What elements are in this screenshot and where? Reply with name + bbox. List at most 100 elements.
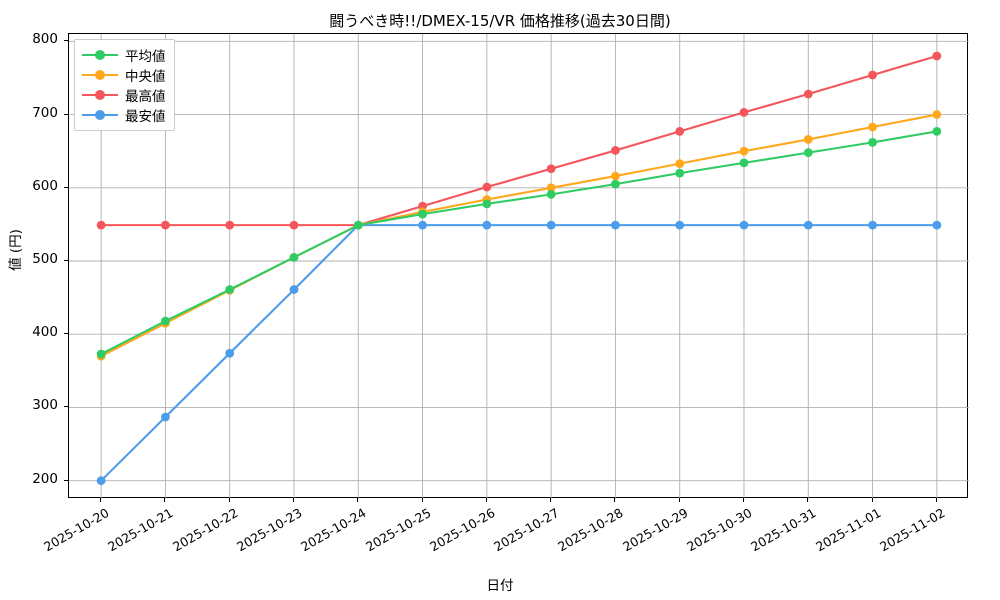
x-tick-mark [678,498,680,502]
x-tick-mark [421,498,423,502]
data-point-marker [96,349,106,359]
plot-area [68,33,969,499]
x-tick-mark [871,498,873,502]
series-line [100,130,938,356]
y-tick-mark [64,113,68,115]
data-point-marker [675,159,685,169]
data-point-marker [289,220,299,230]
legend-item[interactable]: 中央値 [82,65,166,85]
data-point-marker [803,220,813,230]
y-tick-mark [64,406,68,408]
data-point-marker [225,285,235,294]
legend-item[interactable]: 最高値 [82,85,166,105]
data-point-marker [868,137,877,147]
legend-dot-icon [95,90,105,100]
y-tick-label: 600 [32,177,58,194]
x-tick-mark [228,498,230,502]
data-point-marker [546,220,556,230]
data-point-marker [225,220,235,230]
data-point-marker [161,316,170,326]
legend-dot-icon [95,110,105,120]
x-axis-label: 日付 [486,578,514,594]
data-point-marker [739,146,749,156]
data-point-marker [96,220,106,230]
x-tick-mark [550,498,552,502]
legend-label: 最高値 [125,89,166,105]
legend-swatch-icon [82,88,118,102]
data-point-marker [803,148,813,158]
legend-dot-icon [95,70,105,80]
data-point-marker [611,220,620,230]
grid-lines [69,34,969,499]
y-tick-mark [64,40,68,42]
data-point-marker [932,110,942,119]
x-tick-mark [807,498,809,502]
data-point-marker [932,126,942,136]
x-tick-mark [743,498,744,502]
series-line [100,54,938,227]
data-point-marker [418,220,427,230]
legend-swatch-icon [82,108,118,122]
x-tick-mark [164,498,166,502]
data-point-marker [353,220,363,230]
x-tick-mark [100,498,102,502]
data-point-marker [546,183,556,193]
y-tick-label: 800 [32,31,58,48]
legend-swatch-icon [82,48,118,62]
data-series-layer [96,51,942,486]
page-title: 闘うべき時!!/DMEX-15/VR 価格推移(過去30日間) [329,12,671,30]
data-point-marker [675,126,685,136]
data-point-marker [868,220,877,230]
legend-label: 平均値 [125,49,166,65]
data-point-marker [611,171,620,181]
data-point-marker [675,168,685,178]
legend-swatch-icon [82,68,118,82]
data-point-marker [868,70,877,80]
y-tick-label: 700 [32,104,58,121]
data-point-marker [675,220,685,230]
x-tick-mark [614,498,616,502]
legend-dot-icon [95,50,105,60]
legend-label: 中央値 [125,69,166,85]
y-tick-mark [64,333,68,335]
data-point-marker [225,348,235,358]
data-point-marker [932,220,942,230]
y-tick-mark [64,260,68,261]
data-point-marker [482,182,492,192]
data-point-marker [289,285,299,294]
data-point-marker [803,135,813,144]
data-point-marker [418,209,427,219]
data-point-marker [546,164,556,174]
x-tick-mark [357,498,359,502]
data-point-marker [482,199,492,209]
x-tick-mark [485,498,487,502]
data-point-marker [611,146,620,155]
y-tick-mark [64,186,68,188]
data-point-marker [803,89,813,99]
x-tick-mark [935,498,937,502]
y-tick-label: 200 [32,470,58,487]
legend-label: 最安値 [125,109,166,125]
y-tick-label: 500 [32,251,58,267]
data-point-marker [289,252,299,262]
y-tick-mark [64,479,68,481]
data-point-marker [868,122,877,132]
legend-item[interactable]: 最安値 [82,105,166,125]
data-point-marker [611,179,620,189]
data-point-marker [96,476,106,486]
legend-item[interactable]: 平均値 [82,45,166,65]
y-axis-label: 値 (円) [8,229,24,271]
x-tick-mark [293,498,294,502]
data-point-marker [161,412,170,422]
series-line [100,224,938,482]
y-tick-label: 300 [32,397,58,414]
data-point-marker [482,220,492,230]
data-point-marker [739,107,749,117]
legend: 平均値中央値最高値最安値 [74,39,175,131]
y-tick-label: 400 [32,324,58,341]
data-point-marker [932,51,942,61]
data-point-marker [739,220,749,230]
data-point-marker [739,158,749,168]
data-point-marker [161,220,170,230]
